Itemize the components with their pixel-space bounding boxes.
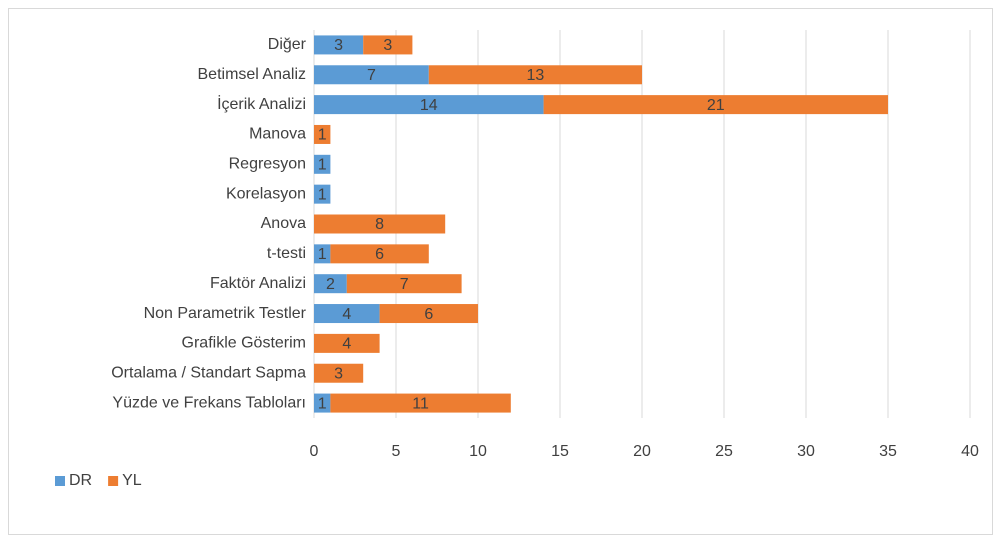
data-label: 8 <box>375 216 384 233</box>
legend-label: DR <box>69 472 92 489</box>
chart-frame <box>8 8 993 535</box>
bar <box>543 95 888 115</box>
data-label: 4 <box>342 336 351 353</box>
data-label: 14 <box>420 97 438 114</box>
data-label: 3 <box>334 365 343 382</box>
data-label: 11 <box>412 395 429 412</box>
data-label: 7 <box>367 67 376 84</box>
y-tick-label: Ortalama / Standart Sapma <box>111 364 306 381</box>
y-tick-label: t-testi <box>267 245 306 262</box>
legend-swatch <box>108 476 119 486</box>
bar <box>379 304 478 324</box>
data-label: 4 <box>342 306 351 323</box>
bar <box>314 393 331 413</box>
bar <box>314 333 380 353</box>
x-tick-label: 40 <box>961 443 979 460</box>
bar <box>314 154 331 174</box>
bar <box>314 363 364 383</box>
bar <box>314 214 446 234</box>
y-tick-label: Korelasyon <box>226 185 306 202</box>
bar <box>346 274 462 294</box>
data-label: 21 <box>707 97 725 114</box>
data-label: 1 <box>318 246 327 263</box>
data-label: 3 <box>334 37 343 54</box>
data-label: 7 <box>400 276 409 293</box>
x-tick-label: 25 <box>715 443 733 460</box>
y-tick-label: Betimsel Analiz <box>198 66 307 83</box>
bar <box>330 244 429 264</box>
data-label: 13 <box>527 67 545 84</box>
bar <box>314 184 331 204</box>
bar <box>314 65 429 85</box>
x-tick-label: 10 <box>469 443 487 460</box>
data-label: 6 <box>375 246 384 263</box>
y-tick-label: İçerik Analizi <box>217 94 306 113</box>
y-tick-label: Yüzde ve Frekans Tabloları <box>112 394 306 411</box>
data-label: 3 <box>383 37 392 54</box>
data-label: 6 <box>424 306 433 323</box>
bar <box>363 35 413 55</box>
data-label: 1 <box>318 157 327 174</box>
data-label: 1 <box>318 127 327 144</box>
x-tick-label: 0 <box>310 443 319 460</box>
bar <box>314 304 380 324</box>
x-tick-label: 35 <box>879 443 897 460</box>
x-tick-label: 30 <box>797 443 815 460</box>
bar <box>314 244 331 264</box>
x-tick-label: 20 <box>633 443 651 460</box>
data-label: 1 <box>318 186 327 203</box>
y-tick-label: Grafikle Gösterim <box>182 335 306 352</box>
y-tick-label: Non Parametrik Testler <box>144 305 307 322</box>
x-tick-label: 15 <box>551 443 569 460</box>
y-tick-label: Regresyon <box>229 156 306 173</box>
bar <box>314 124 331 144</box>
bar <box>428 65 642 85</box>
y-tick-label: Diğer <box>268 36 307 53</box>
data-label: 1 <box>318 395 327 412</box>
bar <box>314 274 347 294</box>
x-tick-label: 5 <box>392 443 401 460</box>
legend-label: YL <box>122 472 142 489</box>
bar <box>314 35 364 55</box>
bar <box>330 393 511 413</box>
y-tick-label: Faktör Analizi <box>210 275 306 292</box>
data-label: 2 <box>326 276 335 293</box>
y-tick-label: Manova <box>249 126 306 143</box>
bar <box>314 95 544 115</box>
legend-swatch <box>55 476 65 486</box>
y-tick-label: Anova <box>261 215 306 232</box>
